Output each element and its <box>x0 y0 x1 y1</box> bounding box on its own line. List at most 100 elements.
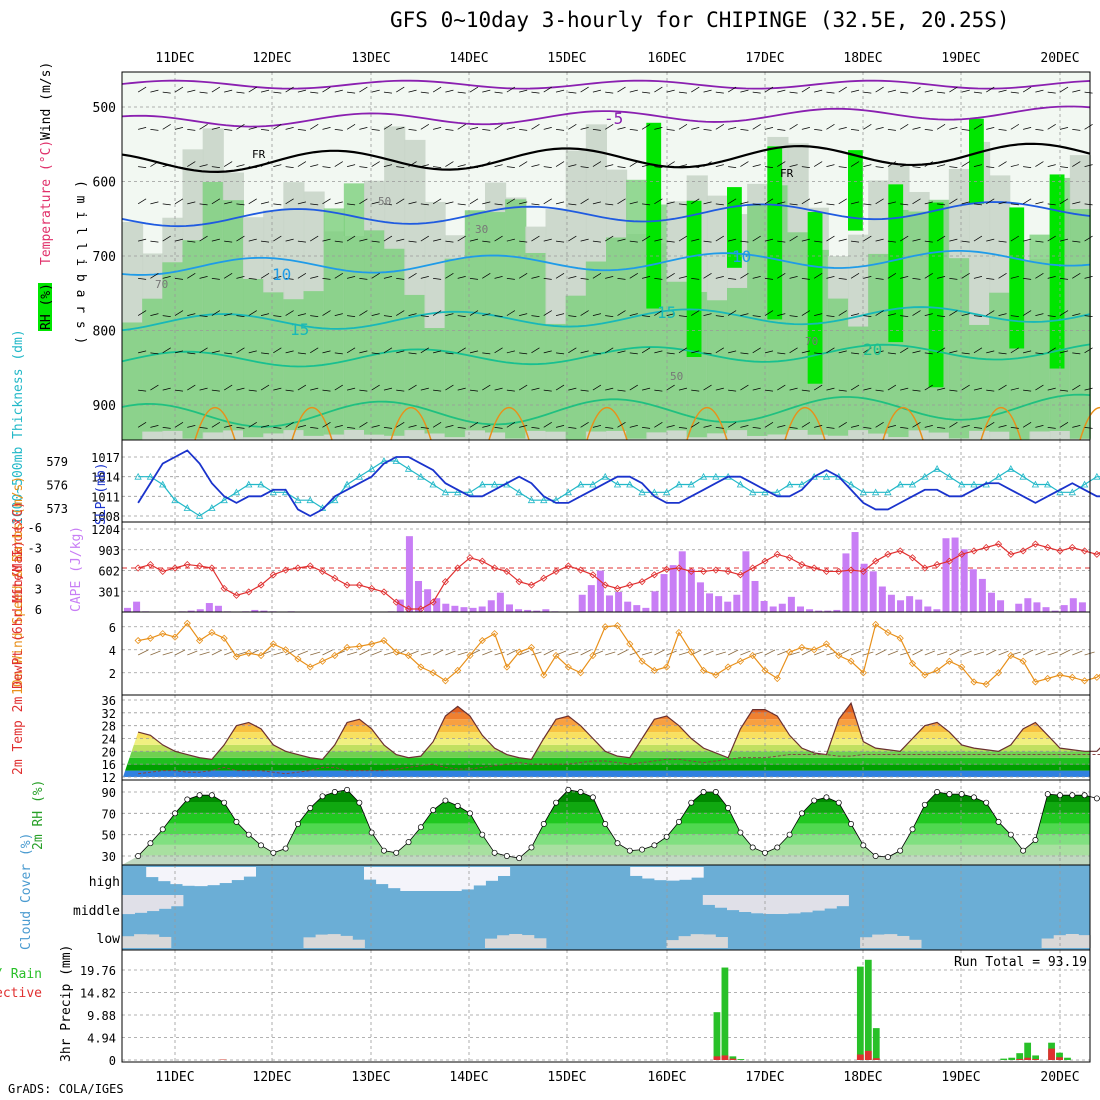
wind-barb <box>986 127 995 130</box>
slp-panel-frame <box>121 439 1091 523</box>
wind-barb <box>371 352 380 355</box>
lifted-index-marker <box>1056 547 1064 555</box>
rh-area <box>1029 234 1051 432</box>
wind-barb <box>432 198 442 205</box>
lifted-index-marker <box>294 564 302 572</box>
wind-barb <box>838 350 847 354</box>
cape-bar <box>733 594 741 612</box>
wind-barb <box>617 310 626 316</box>
wind-barb <box>863 91 872 94</box>
cloud-cell-low <box>158 936 172 948</box>
thickness-marker <box>712 472 720 480</box>
rh-marker <box>884 854 891 861</box>
convective-bar <box>1024 1057 1032 1060</box>
wind-barb <box>1084 91 1093 94</box>
surface-wind-barb <box>432 649 444 656</box>
wind-barb <box>605 315 614 317</box>
rh-marker <box>172 810 178 817</box>
wind-barb <box>211 389 220 392</box>
rh-area <box>142 298 164 432</box>
cape-bar <box>615 592 623 612</box>
precip-legend-total: Total / Rain <box>0 967 42 982</box>
lifted-index-marker <box>675 564 683 572</box>
wind-barb <box>334 89 343 93</box>
wind-barb <box>531 124 540 130</box>
wind-barb <box>850 425 860 428</box>
thickness-marker <box>515 488 523 496</box>
thickness-marker <box>1056 488 1064 496</box>
rh-area <box>243 278 265 438</box>
wind-barb <box>752 235 761 242</box>
wind-barb <box>506 86 516 93</box>
wind-barb <box>641 387 651 391</box>
wind-barb <box>518 161 528 167</box>
wind-barb <box>592 161 602 167</box>
wind-barb <box>555 425 565 428</box>
precip-bar <box>1056 1052 1063 1060</box>
wind-speed-marker <box>429 669 437 677</box>
wind-barb <box>961 352 970 355</box>
thickness-marker <box>392 457 400 464</box>
wind-barb <box>285 422 294 428</box>
wind-barb <box>1047 427 1056 429</box>
wind-barb <box>838 86 847 93</box>
wind-barb <box>555 273 565 279</box>
wind-barb <box>580 198 589 205</box>
wind-barb <box>322 166 331 168</box>
wind-barb <box>506 127 515 130</box>
lifted-index-marker <box>712 566 720 574</box>
wind-barb <box>752 91 761 94</box>
wind-barb <box>764 422 774 428</box>
surface-wind-barb <box>727 649 739 656</box>
precip-legend-convective: Convective <box>0 986 42 1001</box>
rh-area <box>585 261 607 432</box>
wind-barb <box>949 127 958 130</box>
wind-barb <box>494 427 503 429</box>
wind-barb <box>260 352 270 355</box>
surface-wind-barb <box>420 651 431 656</box>
cloud-cell-high <box>376 867 390 885</box>
wind-barb <box>949 238 958 242</box>
wind-barb <box>371 201 380 205</box>
rh-marker <box>688 799 695 806</box>
wind-speed-marker <box>441 677 449 685</box>
wind-barb <box>285 238 294 242</box>
rh-marker <box>1020 847 1027 854</box>
cloud-cell-middle <box>823 895 837 909</box>
cloud-cell-low <box>1053 935 1067 948</box>
rh-marker <box>159 826 166 833</box>
wind-barb <box>887 240 896 243</box>
lifted-index-marker <box>491 564 499 572</box>
wind-barb <box>396 350 405 354</box>
wind-barb <box>199 315 208 317</box>
rh-marker <box>393 849 400 856</box>
cape-bar <box>205 603 213 612</box>
rh-marker <box>712 789 719 795</box>
wind-barb <box>838 198 847 205</box>
wind-barb <box>531 91 540 94</box>
rh-marker <box>491 849 498 856</box>
wind-barb <box>568 387 577 391</box>
cape-bar <box>778 603 786 612</box>
wind-barb <box>211 127 220 130</box>
rh-line <box>137 789 1100 859</box>
wind-barb <box>813 384 823 391</box>
wind-speed-marker <box>491 630 499 638</box>
wind-barb <box>912 278 921 280</box>
wind-barb <box>248 422 257 428</box>
wind-barb <box>1010 124 1020 130</box>
cloud-cell-high <box>630 867 644 876</box>
wind-barb <box>764 86 774 93</box>
cape-axis-label: CAPE (J/kg) <box>69 526 84 612</box>
cloud-cell-high <box>460 867 474 890</box>
wind-barb <box>691 278 700 280</box>
wind-axis-label: Wind (m/s) <box>39 62 54 140</box>
cape-bar <box>642 607 650 612</box>
wind-speed-marker <box>847 657 855 665</box>
rh-marker <box>1081 792 1088 799</box>
wind-barb <box>543 198 552 205</box>
lifted-index-marker <box>159 567 167 575</box>
wind-barb <box>346 164 356 167</box>
rh-marker <box>700 789 707 795</box>
wind-barb <box>629 425 638 428</box>
